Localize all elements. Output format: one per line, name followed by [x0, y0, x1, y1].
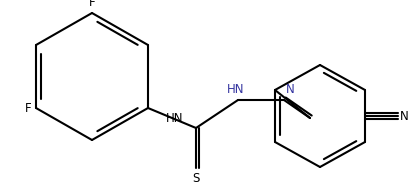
Text: HN: HN: [166, 112, 183, 125]
Text: HN: HN: [227, 83, 244, 96]
Text: S: S: [192, 172, 199, 185]
Text: N: N: [399, 109, 408, 122]
Text: F: F: [25, 101, 32, 115]
Text: F: F: [88, 0, 95, 9]
Text: N: N: [285, 83, 294, 96]
